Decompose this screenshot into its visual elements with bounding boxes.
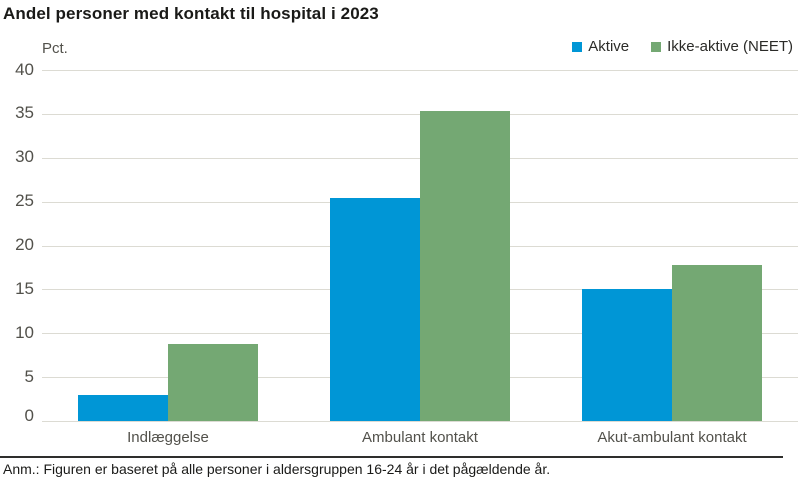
legend: Aktive Ikke-aktive (NEET) [572, 38, 793, 55]
y-tick-label-20: 20 [15, 235, 34, 254]
gridline-y-40 [42, 70, 798, 71]
chart-title: Andel personer med kontakt til hospital … [3, 4, 379, 23]
y-tick-label-0: 0 [24, 405, 34, 425]
bar-aktive-ambulant-kontakt [330, 197, 420, 422]
footnote-separator-line [0, 456, 783, 458]
x-category-label-3: Akut-ambulant kontakt [597, 429, 747, 446]
footnote: Anm.: Figuren er baseret på alle persone… [3, 461, 551, 477]
y-tick-label-35: 35 [15, 103, 34, 123]
legend-item-ikke-aktive: Ikke-aktive (NEET) [651, 38, 793, 55]
y-tick-label-40: 40 [15, 59, 34, 79]
y-axis-unit-label: Pct. [42, 40, 68, 57]
legend-swatch-ikke-aktive [651, 41, 662, 52]
y-tick-label-10: 10 [15, 322, 34, 342]
x-category-label-1: Indlæggelse [127, 429, 209, 446]
legend-swatch-aktive [572, 41, 583, 52]
legend-item-aktive: Aktive [572, 38, 629, 55]
gridline-y-0 [42, 421, 798, 422]
bar-ikke-aktive-neet-indlæggelse [168, 344, 258, 422]
bar-ikke-aktive-neet-akut-ambulant-kontakt [672, 265, 762, 422]
bar-ikke-aktive-neet-ambulant-kontakt [420, 110, 510, 422]
legend-label-ikke-aktive: Ikke-aktive (NEET) [667, 38, 793, 55]
y-tick-label-15: 15 [15, 278, 34, 298]
bar-aktive-indlæggelse [78, 395, 168, 422]
y-tick-label-30: 30 [15, 147, 34, 167]
x-category-label-2: Ambulant kontakt [362, 429, 478, 446]
y-tick-label-25: 25 [15, 191, 34, 211]
bar-aktive-akut-ambulant-kontakt [582, 288, 672, 422]
legend-label-aktive: Aktive [588, 38, 630, 55]
y-tick-label-5: 5 [24, 366, 34, 386]
